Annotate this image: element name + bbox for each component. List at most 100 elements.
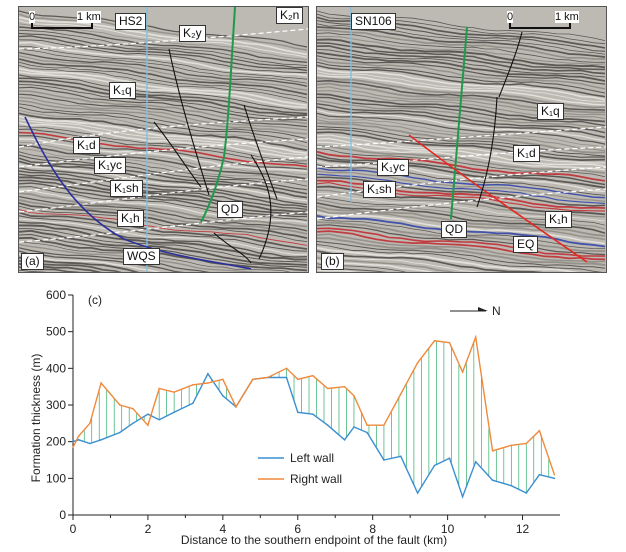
right-wall-point [252, 378, 254, 381]
horizon-label-k1d-b: K₁d [513, 145, 540, 162]
panel-tag-b: (b) [321, 253, 344, 270]
left-wall-point [538, 473, 541, 476]
reflector-line [317, 42, 606, 71]
reflector-line [19, 61, 308, 99]
reflector-line [19, 71, 308, 109]
reflector-line [317, 233, 606, 263]
fault-trace [498, 31, 523, 98]
horizon-dash [19, 178, 308, 213]
reflector-line [19, 96, 308, 131]
north-label: N [492, 304, 501, 318]
left-wall-point [553, 477, 556, 480]
x-axis-label: Distance to the southern endpoint of the… [181, 533, 447, 547]
reflector-line [19, 241, 291, 272]
reflector-line [317, 244, 603, 272]
left-wall-point [192, 402, 194, 404]
reflector-line [19, 195, 308, 232]
reflector-line [317, 64, 606, 98]
left-wall-point [353, 426, 355, 428]
right-wall-point [510, 444, 513, 447]
scale-zero-b: 0 [507, 11, 514, 23]
right-wall-point [366, 424, 368, 426]
right-wall-point [192, 384, 194, 386]
x-tick-label: 8 [369, 522, 376, 536]
right-wall-point [285, 367, 288, 370]
fault-trace [213, 232, 252, 264]
left-wall-point [77, 439, 80, 441]
reflector-line [317, 67, 606, 101]
reflector-line [19, 253, 162, 272]
reflector-line [19, 41, 308, 77]
reflector-line [19, 215, 308, 252]
reflector-line [317, 237, 606, 266]
horizon-label-k1q: K₁q [109, 82, 136, 99]
reflector-line [19, 179, 308, 216]
reflector-line [19, 224, 308, 261]
left-wall-point [474, 461, 477, 463]
reflector-line [19, 128, 308, 165]
legend-label-left: Left wall [290, 451, 334, 465]
seismic-image-b [317, 7, 606, 272]
left-wall-point [399, 455, 402, 458]
horizon-dash [19, 156, 308, 193]
reflector-line [19, 167, 308, 206]
reflector-line [317, 109, 606, 142]
right-wall-point [158, 387, 160, 390]
horizon-dash [19, 28, 308, 50]
reflector-line [317, 253, 483, 272]
north-arrow: N [450, 304, 501, 318]
reflector-line [317, 230, 606, 261]
fault-trace [243, 104, 278, 200]
x-tick-label: 6 [294, 522, 301, 536]
left-wall-point [89, 442, 91, 445]
reflector-line [317, 103, 606, 134]
fault-eq [408, 134, 588, 263]
reflector-line [317, 224, 606, 256]
y-tick-label: 200 [46, 435, 66, 449]
scale-zero-a: 0 [29, 11, 36, 23]
left-wall-point [147, 413, 149, 415]
reflector-line [317, 141, 606, 171]
reflector-line [317, 29, 606, 60]
reflector-line [317, 125, 606, 157]
scale-dist-a: 1 km [77, 11, 101, 23]
reflector-line [19, 247, 210, 272]
fault-trace [476, 96, 498, 208]
y-tick-label: 500 [46, 325, 66, 339]
reflector-line [19, 236, 308, 272]
reflector-line [19, 84, 308, 118]
reflector-line [19, 115, 308, 155]
x-tick-label: 12 [516, 522, 530, 536]
reflector-line [317, 112, 606, 145]
right-wall-point [474, 336, 477, 338]
right-wall-point [525, 442, 528, 445]
reflector-line [19, 202, 308, 239]
reflector-line [317, 170, 606, 203]
reflector-line [317, 122, 606, 154]
left-wall-point [491, 479, 494, 481]
reflector-line [19, 51, 308, 87]
right-wall-point [235, 406, 237, 408]
reflector-line [19, 103, 308, 140]
reflector-line [19, 259, 122, 272]
right-wall-point [416, 362, 419, 364]
horizon-label-k1h-b: K₁h [545, 211, 572, 228]
reflector-line [19, 170, 308, 208]
reflector-line [317, 137, 606, 167]
y-axis-label: Formation thickness (m) [29, 354, 43, 483]
reflector-line [19, 122, 308, 160]
right-wall-point [77, 435, 80, 437]
panel-tag-a: (a) [21, 253, 44, 270]
left-wall-point [119, 431, 121, 434]
right-wall-point [222, 378, 224, 381]
reflector-line [317, 240, 606, 269]
left-wall-point [311, 413, 314, 415]
reflector-line [19, 141, 308, 176]
right-wall-point [207, 382, 209, 384]
horizon-label-k1yc: K₁yc [94, 157, 127, 174]
reflector-line [317, 51, 606, 82]
left-wall-point [296, 411, 299, 414]
reflector-line [317, 263, 407, 272]
x-tick-label: 4 [220, 522, 227, 536]
fault-label-eq: EQ [513, 236, 539, 253]
